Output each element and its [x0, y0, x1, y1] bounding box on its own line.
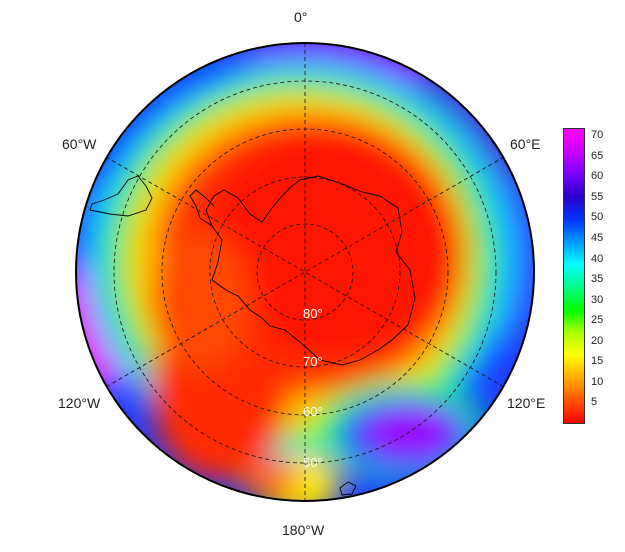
- longitude-label-120e: 120°E: [507, 395, 545, 411]
- colorbar-tick-label: 20: [591, 335, 603, 347]
- colorbar-tick-label: 40: [591, 253, 603, 265]
- colorbar-tick-label: 30: [591, 294, 603, 306]
- longitude-label-60w: 60°W: [62, 136, 96, 152]
- colorbar-tick-label: 60: [591, 170, 603, 182]
- latitude-label-80: 80°: [303, 306, 323, 321]
- data-field: [55, 25, 540, 515]
- colorbar-tick-label: 45: [591, 232, 603, 244]
- latitude-label-50: 50°: [303, 455, 323, 470]
- colorbar-tick-label: 50: [591, 211, 603, 223]
- longitude-label-180w: 180°W: [282, 522, 324, 538]
- colorbar-tick-label: 55: [591, 191, 603, 203]
- colorbar-tick-label: 5: [591, 396, 597, 408]
- latitude-label-60: 60°: [303, 404, 323, 419]
- colorbar-tick-label: 65: [591, 150, 603, 162]
- latitude-label-70: 70°: [303, 354, 323, 369]
- colorbar-tick-label: 15: [591, 355, 603, 367]
- colorbar-tick-label: 10: [591, 376, 603, 388]
- colorbar-tick-label: 35: [591, 273, 603, 285]
- longitude-label-60e: 60°E: [510, 136, 541, 152]
- colorbar-tick-label: 25: [591, 314, 603, 326]
- colorbar-tick-label: 70: [591, 129, 603, 141]
- longitude-label-0: 0°: [294, 9, 307, 25]
- longitude-label-120w: 120°W: [58, 395, 100, 411]
- colorbar: [563, 128, 585, 424]
